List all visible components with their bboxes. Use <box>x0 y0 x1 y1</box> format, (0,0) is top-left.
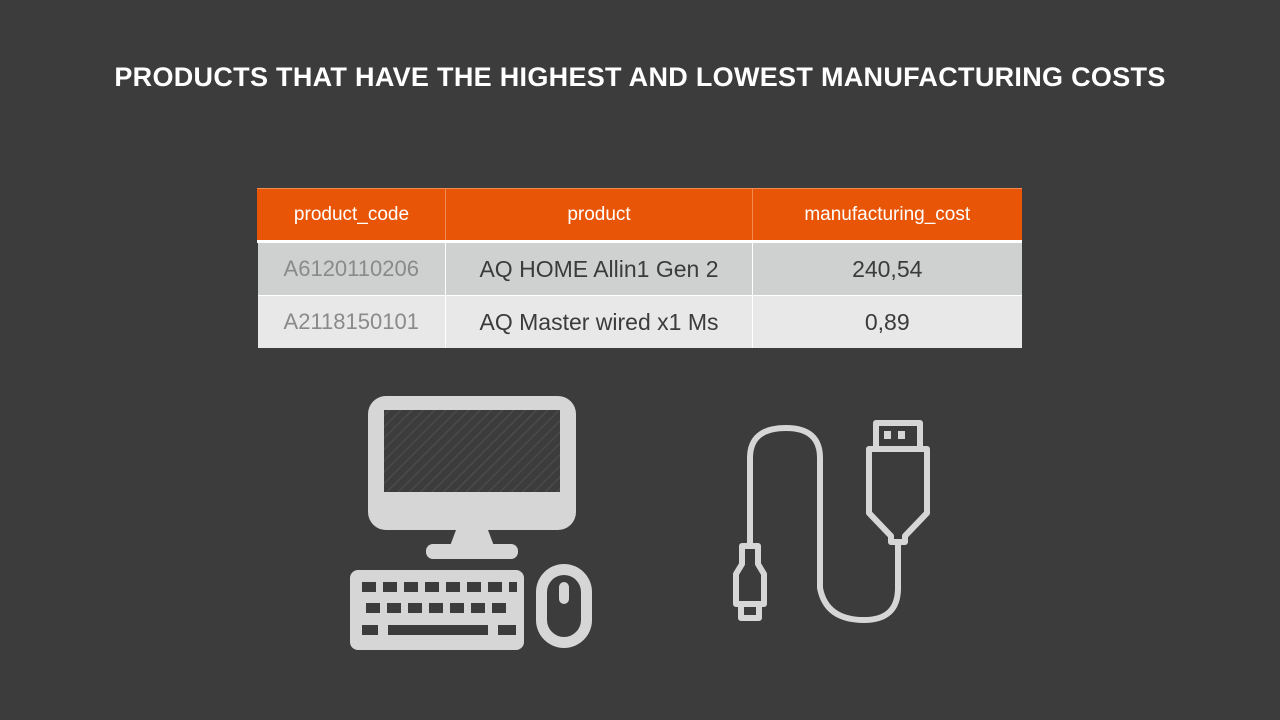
table-row: A2118150101 AQ Master wired x1 Ms 0,89 <box>257 295 1022 348</box>
micro-plug-tip <box>738 601 762 621</box>
micro-plug-body <box>733 543 767 607</box>
cable-line <box>747 425 901 623</box>
product-code-cell: A6120110206 <box>257 241 446 296</box>
usb-plug-body <box>866 446 930 545</box>
desktop-computer-icon <box>350 396 592 650</box>
cost-table: product_code product manufacturing_cost … <box>257 188 1022 348</box>
column-header-product: product <box>445 188 753 243</box>
table-header-row: product_code product manufacturing_cost <box>257 188 1022 243</box>
slide-title: PRODUCTS THAT HAVE THE HIGHEST AND LOWES… <box>114 62 1166 92</box>
mouse-wheel <box>559 582 569 604</box>
product-cell: AQ Master wired x1 Ms <box>445 295 753 348</box>
monitor-base <box>426 544 518 559</box>
manufacturing-cost-cell: 240,54 <box>752 241 1022 296</box>
product-code-cell: A2118150101 <box>257 295 446 348</box>
manufacturing-cost-cell: 0,89 <box>752 295 1022 348</box>
column-header-manufacturing-cost: manufacturing_cost <box>752 188 1022 243</box>
product-cell: AQ HOME Allin1 Gen 2 <box>445 241 753 296</box>
column-header-product-code: product_code <box>257 188 446 243</box>
keyboard-keys <box>362 582 517 635</box>
table-row: A6120110206 AQ HOME Allin1 Gen 2 240,54 <box>257 241 1022 296</box>
monitor-stand <box>450 530 494 546</box>
usb-cable-icon <box>733 420 930 623</box>
